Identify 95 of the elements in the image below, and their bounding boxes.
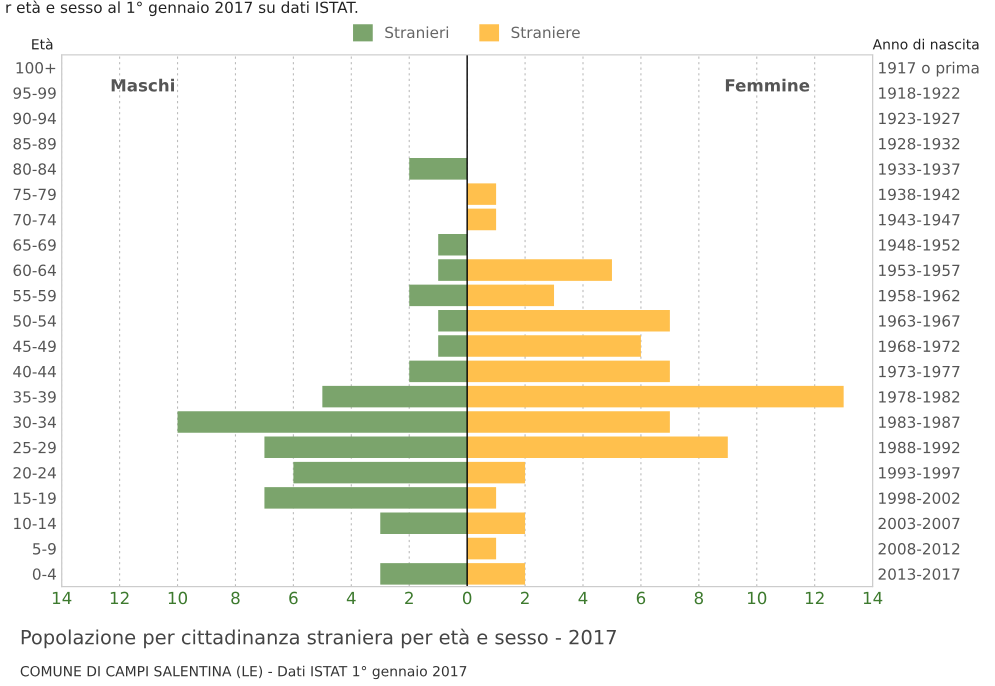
x-tick-label: 10	[168, 592, 188, 604]
y-tick-label: 35-39	[14, 391, 56, 403]
y2-axis-title: Anno di nascita	[872, 38, 978, 50]
y2-tick-label: 2003-2007	[878, 518, 960, 530]
legend-label: Stranieri	[385, 26, 448, 38]
y-tick-label: 60-64	[14, 264, 56, 276]
x-tick-label: 4	[578, 592, 588, 604]
bar	[409, 284, 468, 306]
bar	[467, 563, 526, 585]
x-tick-label: 14	[52, 592, 72, 604]
y-tick-label: 65-69	[14, 239, 56, 251]
y-tick-label: 70-74	[14, 214, 56, 226]
bar	[293, 462, 468, 484]
y2-tick-label: 1978-1982	[879, 391, 960, 403]
y-tick-label: 5-9	[33, 543, 56, 555]
bar	[467, 386, 844, 408]
y2-tick-label: 1918-1922	[879, 87, 960, 99]
bar	[467, 487, 496, 509]
bar	[380, 512, 468, 534]
bar	[322, 386, 468, 408]
bar	[467, 436, 728, 458]
bar	[467, 284, 554, 306]
x-tick-label: 8	[231, 592, 240, 604]
y-tick-label: 0-4	[32, 568, 56, 580]
y2-tick-label: 1948-1952	[879, 239, 960, 251]
y-tick-label: 90-94	[13, 112, 56, 124]
bar	[409, 360, 468, 382]
text: COMUNE DI CAMPI SALENTINA (LE) - Dati ISTAT 1° gennaio 2017	[20, 666, 466, 680]
bar	[467, 360, 670, 382]
y2-tick-label: 1973-1977	[879, 366, 960, 378]
y2-tick-label: 1938-1942	[879, 188, 960, 200]
y-tick-label: 40-44	[13, 366, 56, 378]
text: Popolazione per cittadinanza straniera per età e sesso - 2017	[22, 628, 616, 648]
y-tick-label: 10-14	[14, 518, 56, 530]
y-tick-label: 50-54	[14, 315, 56, 327]
chart-subtitle: r età e sesso al 1° gennaio 2017 su dati ISTAT.	[6, 0, 358, 16]
y2-tick-label: 1933-1937	[879, 163, 960, 175]
y2-tick-label: 1983-1987	[879, 416, 960, 428]
y2-tick-label: 1923-1927	[879, 112, 960, 124]
y2-tick-label: 1928-1932	[879, 138, 960, 150]
y-tick-label: 30-34	[14, 416, 56, 428]
y2-tick-label: 1998-2002	[879, 492, 960, 504]
bar	[467, 462, 526, 484]
y2-tick-label: 1917 o prima	[879, 62, 978, 77]
y2-tick-label: 1968-1972	[879, 340, 960, 352]
y2-tick-label: 1988-1992	[879, 442, 960, 454]
bar	[438, 310, 468, 332]
y-tick-label: 55-59	[14, 290, 56, 302]
x-tick-label: 12	[806, 592, 824, 604]
x-tick-label: 6	[289, 592, 298, 604]
y-tick-label: 100+	[16, 62, 56, 74]
y-tick-label: 15-19	[14, 492, 56, 504]
y2-tick-label: 1963-1967	[879, 315, 960, 327]
bar	[380, 563, 468, 585]
x-tick-label: 14	[864, 592, 882, 604]
x-tick-label: 8	[694, 592, 704, 604]
bar	[467, 512, 526, 534]
y2-tick-label: 2008-2012	[878, 543, 960, 555]
bar	[467, 183, 496, 205]
legend-label: Straniere	[512, 26, 580, 38]
y-tick-label: 45-49	[13, 340, 56, 352]
y-tick-label: 95-99	[13, 87, 56, 99]
bar	[467, 411, 670, 433]
bar	[467, 538, 496, 560]
bar	[264, 436, 468, 458]
bar	[467, 310, 670, 332]
y-tick-label: 20-24	[14, 467, 56, 479]
bar	[178, 411, 468, 433]
x-tick-label: 10	[748, 592, 766, 604]
bar	[264, 487, 468, 509]
bar	[409, 158, 468, 180]
y2-tick-label: 1958-1962	[879, 290, 960, 302]
bar	[467, 335, 641, 357]
x-tick-label: 12	[110, 592, 129, 604]
annotation: Femmine	[726, 78, 810, 92]
y2-tick-label: 1953-1957	[879, 264, 960, 276]
x-tick-label: 0	[462, 592, 472, 604]
x-tick-label: 6	[636, 592, 646, 604]
y-tick-label: 75-79	[14, 188, 56, 200]
bar	[467, 259, 612, 281]
y-axis-title: Età	[32, 38, 52, 50]
bar	[438, 259, 468, 281]
x-tick-label: 2	[405, 592, 413, 604]
bar	[467, 208, 496, 230]
annotation: Maschi	[112, 78, 174, 92]
y-tick-label: 85-89	[13, 138, 56, 150]
y2-tick-label: 2013-2017	[878, 568, 960, 580]
y-tick-label: 25-29	[14, 442, 56, 454]
y2-tick-label: 1943-1947	[879, 214, 960, 226]
y2-tick-label: 1993-1997	[879, 467, 960, 479]
x-tick-label: 2	[520, 592, 529, 604]
bar	[438, 335, 468, 357]
x-tick-label: 4	[346, 592, 356, 604]
y-tick-label: 80-84	[13, 163, 56, 175]
bar	[438, 234, 468, 256]
